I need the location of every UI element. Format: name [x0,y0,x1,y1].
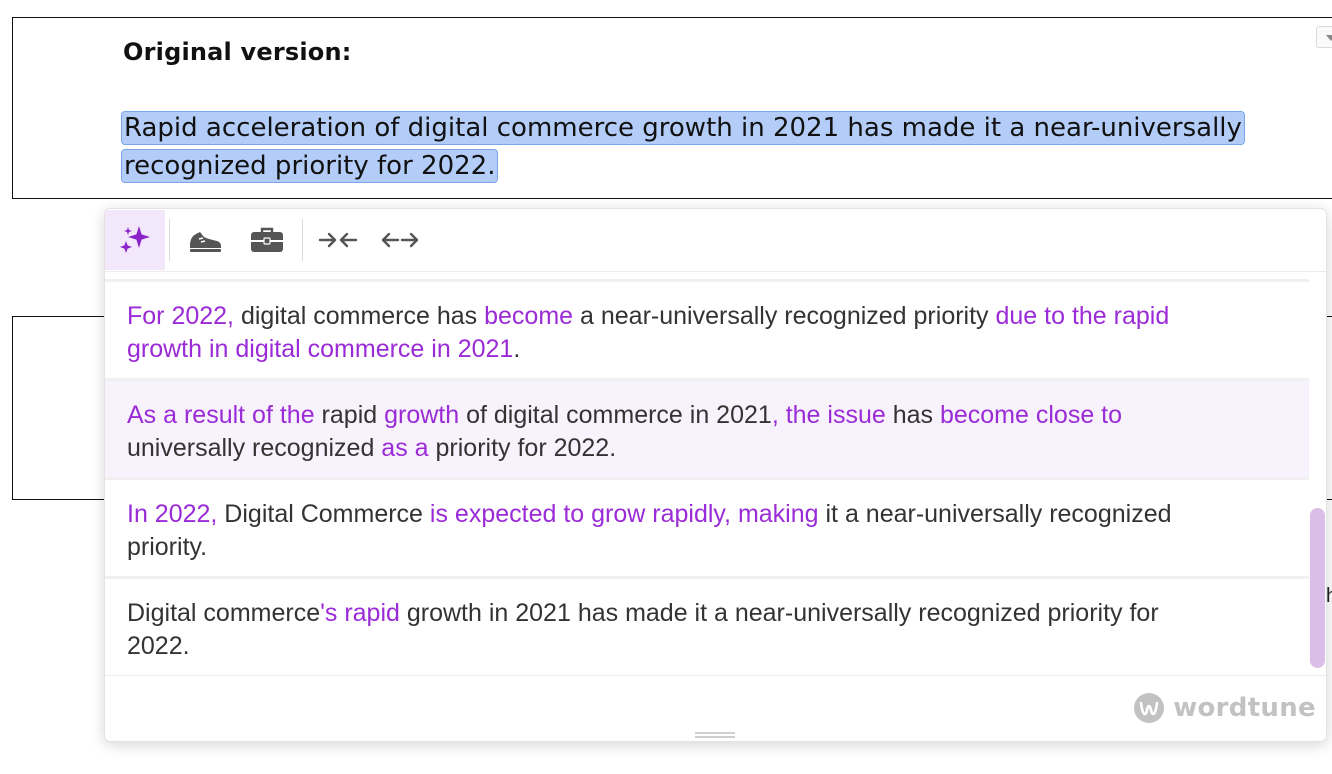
casual-button[interactable] [174,210,236,270]
unchanged-segment: . [513,335,521,363]
unchanged-segment: growth in 2021 has made it a near-univer… [127,599,1159,660]
selected-text[interactable]: Rapid acceleration of digital commerce g… [121,109,1292,185]
changed-segment: In 2022, [127,500,218,528]
unchanged-segment: Digital Commerce [217,500,430,528]
clipped-text-fragment: h [1326,585,1332,607]
suggestion-text: As a result of the rapid growth of digit… [127,399,1187,465]
unchanged-segment: digital commerce has [234,302,485,330]
changed-segment: become [484,302,574,330]
cell-menu-dropdown-icon[interactable] [1316,26,1332,48]
popup-resize-handle[interactable] [695,732,735,738]
wordtune-logo[interactable]: wordtune [1133,692,1316,724]
changed-segment: is expected to grow rapidly, making [429,500,819,528]
suggestion-scrollbar-thumb[interactable] [1310,508,1325,668]
changed-segment: As a result of the [127,401,315,429]
suggestion-item-hovered[interactable]: As a result of the rapid growth of digit… [105,378,1309,477]
suggestion-item[interactable]: For 2022, digital commerce has become a … [105,279,1309,378]
changed-segment: growth [384,401,460,429]
arrows-inward-icon [318,232,358,248]
unchanged-segment: a near-universally recognized priority [573,302,996,330]
unchanged-segment: of digital commerce in 2021 [459,401,772,429]
rewrite-button[interactable] [105,210,165,270]
suggestion-list: For 2022, digital commerce has become a … [105,279,1309,675]
changed-segment: 's rapid [320,599,400,627]
suggestion-text: In 2022, Digital Commerce is expected to… [127,498,1187,564]
expand-button[interactable] [369,210,431,270]
unchanged-segment: universally recognized [127,434,382,462]
shorten-button[interactable] [307,210,369,270]
arrows-outward-icon [381,232,419,248]
toolbar-separator [169,219,170,261]
wordtune-logo-icon [1134,693,1165,723]
unchanged-segment: priority for 2022. [428,434,617,462]
suggestion-item[interactable]: In 2022, Digital Commerce is expected to… [105,477,1309,576]
toolbar-separator [302,219,303,261]
wordtune-popup: For 2022, digital commerce has become a … [104,208,1327,742]
formal-button[interactable] [236,210,298,270]
changed-segment: For 2022, [127,302,235,330]
changed-segment: as a [381,434,429,462]
unchanged-segment: it a near-universally recognized priorit… [127,500,1172,561]
suggestion-text: For 2022, digital commerce has become a … [127,300,1187,366]
wordtune-toolbar [105,209,1326,272]
suggestion-text: Digital commerce's rapid growth in 2021 … [127,597,1187,663]
unchanged-segment: Digital commerce [127,599,321,627]
changed-segment: due to the rapid growth in digital comme… [127,302,1170,363]
changed-segment: , the issue [771,401,886,429]
selection-highlight[interactable]: Rapid acceleration of digital commerce g… [121,111,1245,183]
unchanged-segment: rapid [314,401,385,429]
suggestion-item[interactable]: Digital commerce's rapid growth in 2021 … [105,576,1309,675]
original-version-heading: Original version: [123,38,352,66]
unchanged-segment: has [885,401,940,429]
wordtune-brand-name: wordtune [1173,693,1316,723]
wordtune-footer: wordtune [105,675,1326,741]
briefcase-icon [251,227,283,252]
sneaker-icon [190,232,221,252]
sparkles-icon [120,226,150,253]
changed-segment: become close to [939,401,1123,429]
document-table-cell-top [12,17,1332,199]
